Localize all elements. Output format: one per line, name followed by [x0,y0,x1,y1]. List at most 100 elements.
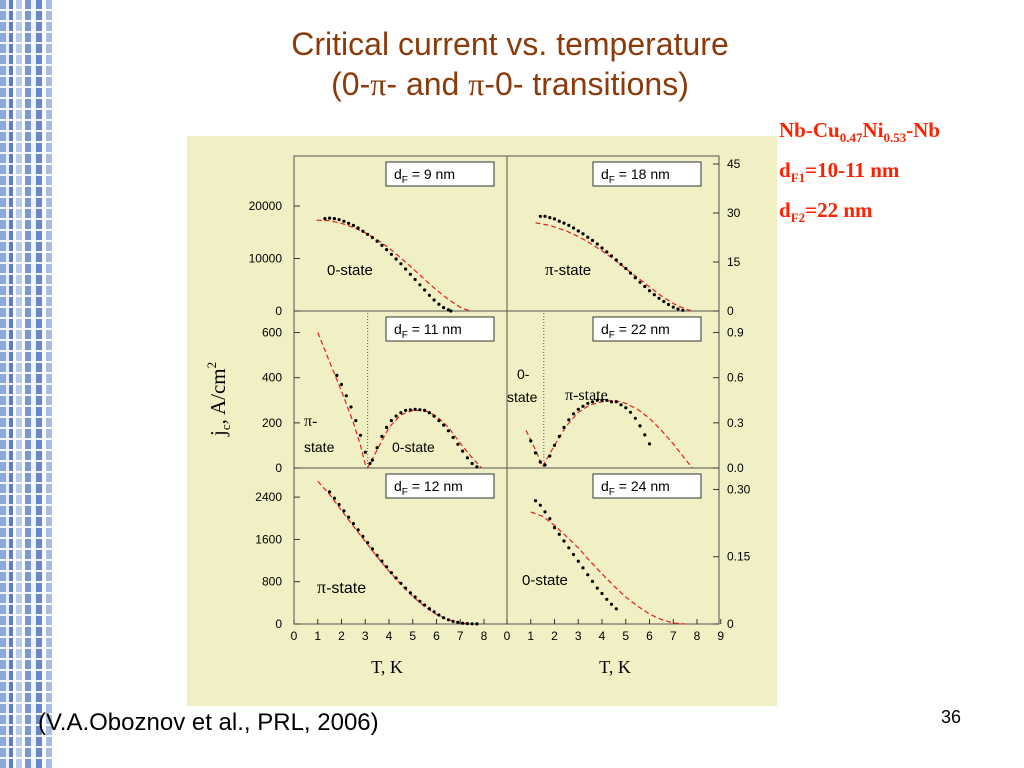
data-point [399,411,403,415]
panel-df12: 0 800 1600 2400 dF = 12 nm [255,473,495,631]
data-point [543,510,547,514]
data-point [470,461,474,466]
x-axis-label: T, K [371,657,403,677]
state-label: 0- [517,366,530,382]
data-point [437,302,441,306]
data-point [581,404,585,408]
data-point [586,401,590,405]
data-point [576,229,580,233]
data-point [370,458,374,462]
data-point [552,526,557,530]
df-symbol: d [394,321,402,337]
ylabel-sub: c [218,424,233,430]
fit-curve [530,511,686,625]
data-point [614,607,618,611]
info-subscript: F1 [790,170,806,186]
y-tick-label: 800 [262,575,282,589]
data-point [475,465,479,469]
x-tick-label: 2 [338,629,345,643]
data-point [375,446,379,450]
data-point [614,400,618,404]
data-point [638,280,642,284]
data-point [451,435,455,440]
data-point [600,246,604,250]
df-value: = 22 nm [615,321,670,337]
df-subscript: F [402,487,408,498]
data-point [446,429,450,433]
data-point [366,232,370,236]
data-point [581,566,585,570]
df-label: dF = 12 nm [394,478,463,498]
citation: (V.A.Oboznov et al., PRL, 2006) [38,709,379,736]
df-label: dF = 11 nm [394,321,462,341]
data-point [552,443,557,447]
data-point [437,613,441,617]
data-point [354,419,358,423]
ylabel-units: , A/cm [206,368,230,424]
data-point [363,450,367,454]
df-symbol: d [394,166,402,182]
data-point [351,223,355,227]
right-tick-label: 0 [727,304,734,318]
data-point [609,254,614,258]
data-point [361,534,365,538]
data-point [408,408,412,412]
data-point [571,552,576,557]
data-point [446,618,450,622]
data-point [533,499,538,503]
info-text: =22 nm [805,198,873,223]
data-point [557,219,561,223]
df-value: = 9 nm [408,166,455,182]
df-label: dF = 9 nm [394,166,455,186]
data-point [449,309,453,313]
data-point [529,439,533,443]
fit-curve [535,222,693,312]
data-point [408,591,412,595]
data-point [323,217,327,221]
data-point [461,449,465,453]
pi-symbol: π [545,260,554,279]
data-point [432,414,436,418]
data-point [576,559,580,563]
data-point [590,238,595,242]
y-tick-label: 200 [262,416,282,430]
x-tick-label: 6 [646,629,653,643]
state-text: -state [326,580,366,597]
data-point [567,418,571,422]
data-point [356,528,360,532]
panel-df24: 0 0.15 0.30 dF = 24 nm [530,473,751,631]
data-point [394,257,398,261]
info-df1: dF1=10-11 nm [779,154,940,194]
x-tick-label: 2 [551,629,558,643]
fit-curve [525,399,693,469]
x-tick-label: 7 [457,629,464,643]
df-subscript: F [402,330,408,341]
data-point [366,541,370,545]
data-point [605,398,609,402]
data-point [605,250,609,254]
df-subscript: F [609,175,615,186]
x-tick-label: 0 [504,629,511,643]
data-point [432,298,436,302]
data-point [337,502,341,507]
data-point [385,425,389,429]
x-tick-label: 8 [481,629,488,643]
data-point [628,271,633,275]
right-tick-label: 0.9 [727,326,744,340]
info-subscript: 0.47 [839,130,863,146]
pi-symbol: π [370,66,387,102]
data-point [328,216,332,220]
info-text: -Nb [906,118,941,142]
state-label: 0-state [392,439,435,455]
pi-symbol: π [317,577,326,597]
ylabel-sup: 2 [204,362,219,369]
x-tick-label: 3 [362,629,369,643]
data-point [562,539,566,543]
df-label: dF = 18 nm [601,166,670,186]
slide-title: Critical current vs. temperature (0-π- a… [200,24,820,104]
data-point [595,398,599,402]
data-point [404,586,408,590]
data-point [671,305,675,309]
y-tick-label: 20000 [249,199,283,213]
data-point [375,239,379,243]
